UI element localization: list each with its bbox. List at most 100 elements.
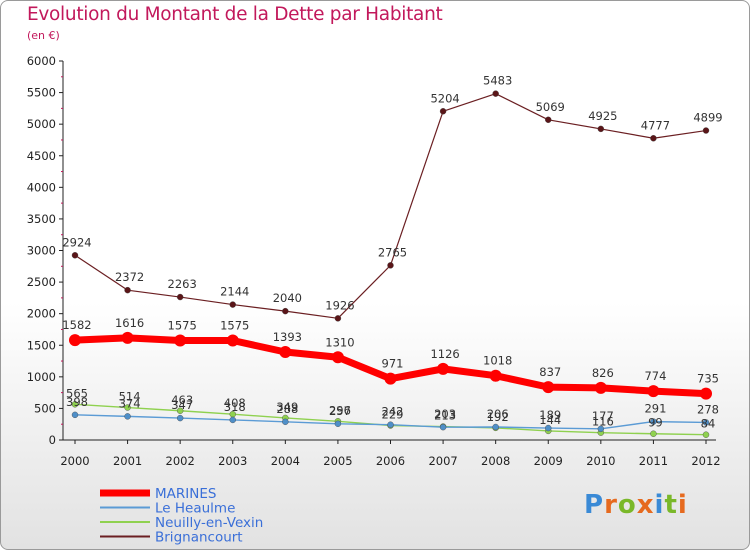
x-tick-label: 2000: [60, 454, 89, 468]
data-label-le-heaulme: 242: [382, 405, 404, 419]
data-label-brignancourt: 4899: [693, 111, 722, 125]
data-point-le-heaulme: [176, 414, 184, 422]
data-label-marines: 1582: [62, 318, 91, 332]
data-point-le-heaulme: [545, 424, 552, 432]
data-label-neuilly-en-vexin: 144: [539, 413, 561, 427]
data-label-marines: 1616: [115, 316, 144, 330]
data-point-le-heaulme: [387, 421, 394, 428]
data-label-le-heaulme: 257: [329, 404, 351, 418]
data-label-le-heaulme: 288: [276, 402, 298, 416]
data-point-brignancourt: [387, 262, 394, 269]
x-tick-label: 2010: [586, 454, 615, 468]
data-label-neuilly-en-vexin: 296: [329, 403, 351, 417]
legend-label-marines: MARINES: [155, 486, 216, 502]
data-point-brignancourt: [492, 90, 499, 97]
data-point-marines: [542, 381, 555, 394]
legend-label-le-heaulme: Le Heaulme: [155, 501, 235, 517]
data-point-brignancourt: [702, 127, 710, 134]
data-label-neuilly-en-vexin: 565: [66, 386, 88, 400]
data-label-le-heaulme: 291: [644, 402, 666, 416]
data-label-brignancourt: 5483: [483, 74, 512, 88]
y-tick-label: 0: [49, 433, 56, 447]
data-point-brignancourt: [124, 286, 131, 294]
data-point-le-heaulme: [702, 419, 710, 426]
data-point-marines: [489, 369, 502, 382]
data-label-brignancourt: 2372: [115, 270, 144, 284]
data-point-le-heaulme: [229, 416, 236, 424]
data-label-neuilly-en-vexin: 349: [276, 400, 298, 414]
y-tick-label: 5000: [27, 117, 56, 131]
y-tick-label: 4000: [27, 180, 56, 194]
data-label-le-heaulme: 347: [171, 398, 193, 412]
data-label-brignancourt: 2924: [62, 235, 91, 249]
data-label-marines: 1018: [483, 354, 512, 368]
data-label-neuilly-en-vexin: 84: [701, 417, 716, 431]
x-tick-label: 2005: [323, 454, 352, 468]
data-label-le-heaulme: 318: [224, 400, 246, 414]
y-tick-label: 4500: [27, 149, 56, 163]
data-point-le-heaulme: [71, 411, 79, 419]
x-tick-label: 2003: [218, 454, 247, 468]
data-point-le-heaulme: [492, 423, 499, 431]
y-tick-label: 1500: [27, 338, 56, 352]
logo-letter: x: [636, 490, 655, 520]
y-tick-label: 2000: [27, 307, 56, 321]
chart-title: Evolution du Montant de la Dette par Hab…: [27, 4, 443, 25]
data-label-le-heaulme: 177: [592, 409, 614, 423]
x-tick-label: 2012: [691, 454, 720, 468]
data-point-marines: [384, 372, 397, 385]
data-point-brignancourt: [176, 293, 184, 301]
logo-letter: t: [664, 490, 678, 520]
data-point-brignancourt: [334, 315, 342, 322]
data-label-neuilly-en-vexin: 514: [119, 390, 141, 404]
data-label-brignancourt: 4925: [588, 109, 617, 123]
y-tick-label: 1000: [27, 370, 56, 384]
data-point-marines: [174, 334, 187, 347]
data-label-marines: 1310: [325, 335, 354, 349]
data-label-brignancourt: 4777: [641, 118, 670, 132]
legend-label-neuilly-en-vexin: Neuilly-en-Vexin: [155, 515, 263, 531]
data-point-brignancourt: [229, 301, 236, 308]
data-point-brignancourt: [597, 125, 605, 133]
data-label-neuilly-en-vexin: 116: [592, 415, 614, 429]
logo-letter: i: [677, 490, 688, 520]
x-tick-label: 2009: [534, 454, 563, 468]
data-label-marines: 826: [592, 366, 614, 380]
data-label-brignancourt: 1926: [325, 298, 354, 312]
data-point-neuilly-en-vexin: [124, 404, 131, 411]
data-point-le-heaulme: [597, 425, 605, 433]
y-tick-label: 3500: [27, 212, 56, 226]
x-tick-label: 2007: [428, 454, 457, 468]
data-label-le-heaulme: 374: [119, 396, 141, 410]
x-tick-label: 2001: [113, 454, 142, 468]
data-label-marines: 774: [644, 369, 666, 383]
data-point-marines: [121, 331, 134, 344]
data-label-neuilly-en-vexin: 213: [434, 409, 456, 423]
data-point-marines: [331, 351, 344, 364]
data-label-brignancourt: 2040: [273, 291, 302, 305]
data-point-brignancourt: [282, 307, 289, 315]
proxiti-logo: Proxiti: [584, 490, 688, 520]
data-label-le-heaulme: 398: [66, 395, 88, 409]
data-point-brignancourt: [71, 252, 79, 259]
x-tick-label: 2011: [639, 454, 668, 468]
data-label-marines: 971: [382, 357, 404, 371]
logo-letter: r: [604, 490, 618, 520]
data-label-brignancourt: 2263: [168, 277, 197, 291]
data-point-marines: [226, 334, 239, 347]
data-point-neuilly-en-vexin: [71, 401, 79, 408]
x-tick-label: 2006: [376, 454, 405, 468]
y-tick-label: 2500: [27, 275, 56, 289]
legend-label-brignancourt: Brignancourt: [155, 530, 243, 546]
data-point-brignancourt: [439, 108, 447, 115]
data-label-neuilly-en-vexin: 229: [382, 408, 404, 422]
data-point-marines: [700, 387, 712, 400]
data-label-neuilly-en-vexin: 99: [648, 416, 663, 430]
data-point-neuilly-en-vexin: [176, 407, 184, 414]
data-label-marines: 837: [539, 365, 561, 379]
chart-subtitle: (en €): [27, 29, 60, 42]
data-point-marines: [594, 381, 607, 394]
data-label-brignancourt: 5069: [536, 100, 565, 114]
